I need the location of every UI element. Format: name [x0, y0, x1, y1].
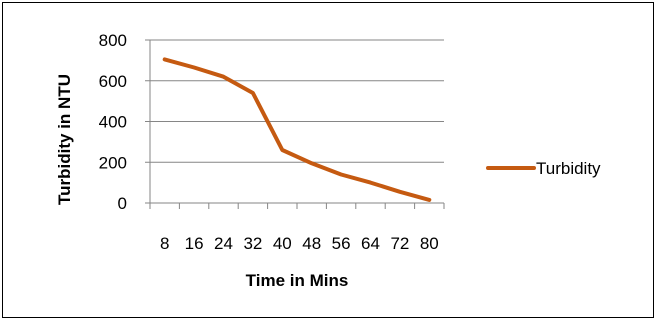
gridlines [150, 39, 444, 163]
x-tick-label: 56 [332, 234, 351, 253]
x-tick-label: 24 [214, 234, 233, 253]
x-tick-label: 16 [185, 234, 204, 253]
x-tick-label: 8 [160, 234, 169, 253]
y-tick-label: 600 [99, 72, 127, 91]
y-tick-label: 400 [99, 113, 127, 132]
x-tick-labels: 8 16 24 32 40 48 56 64 72 80 [160, 234, 439, 253]
x-tick-label: 80 [420, 234, 439, 253]
y-tick-label: 0 [118, 194, 127, 213]
x-tick-label: 48 [302, 234, 321, 253]
y-tick-label: 200 [99, 153, 127, 172]
x-tick-label: 32 [243, 234, 262, 253]
y-tick-label: 800 [99, 31, 127, 50]
y-tick-labels: 0 200 400 600 800 [99, 31, 127, 213]
y-axis-title: Turbidity in NTU [55, 74, 74, 205]
axes [145, 39, 445, 209]
chart-frame [2, 2, 654, 318]
series-line [162, 57, 432, 202]
x-tick-label: 72 [390, 234, 409, 253]
legend-label: Turbidity [536, 159, 601, 178]
x-tick-label: 64 [361, 234, 380, 253]
series-layer [162, 57, 432, 202]
x-tick-label: 40 [273, 234, 292, 253]
legend: Turbidity [486, 159, 601, 178]
x-axis-title: Time in Mins [246, 271, 349, 290]
